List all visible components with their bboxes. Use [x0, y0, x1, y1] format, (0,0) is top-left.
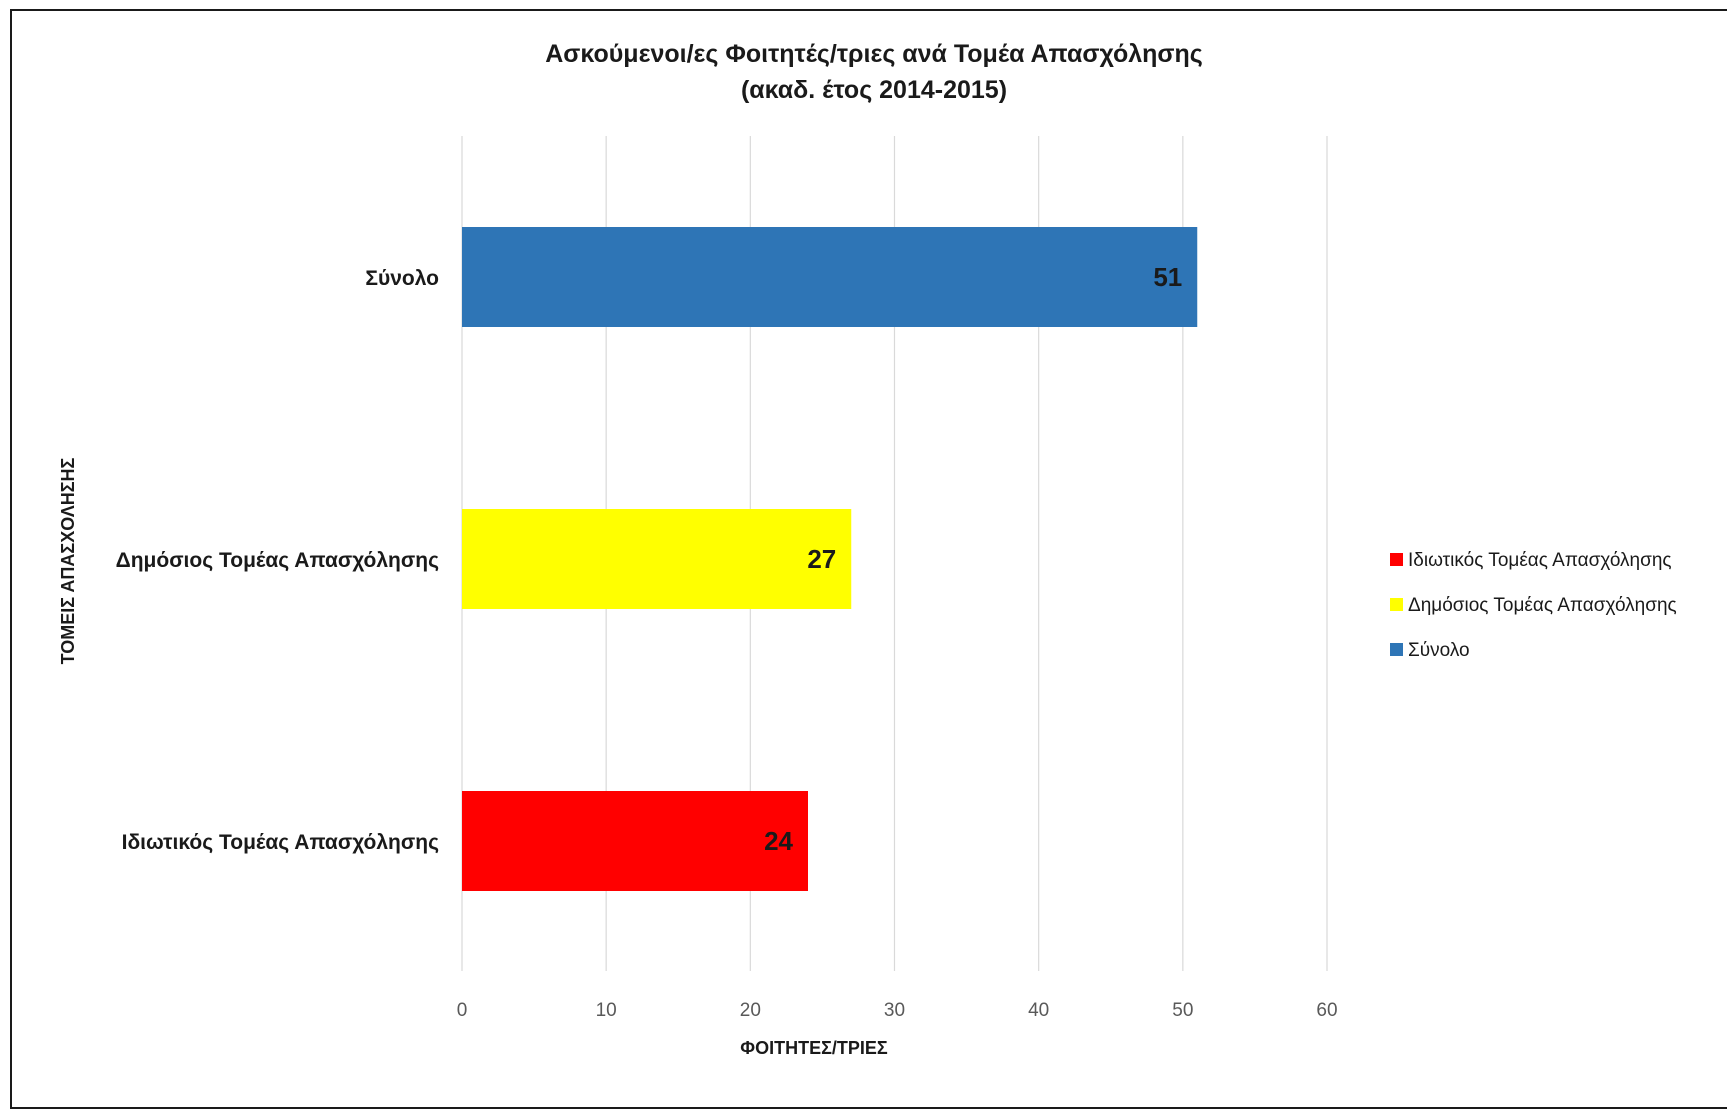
chart-title: Ασκούμενοι/ες Φοιτητές/τριες ανά Τομέα Α…	[545, 40, 1203, 68]
x-tick-label-0: 0	[457, 1000, 468, 1021]
legend-swatch-0	[1390, 553, 1403, 566]
data-labels: 51 27 24	[764, 262, 1182, 856]
legend-swatch-2	[1390, 643, 1403, 656]
x-tick-label-40: 40	[1028, 1000, 1049, 1021]
chart-subtitle: (ακαδ. έτος 2014-2015)	[741, 76, 1007, 104]
category-label-2: Ιδιωτικός Τομέας Απασχόλησης	[122, 831, 439, 854]
data-label-2: 24	[764, 826, 793, 856]
x-tick-label-10: 10	[596, 1000, 617, 1021]
chart-title-group: Ασκούμενοι/ες Φοιτητές/τριες ανά Τομέα Α…	[545, 40, 1203, 104]
data-label-0: 51	[1153, 262, 1182, 292]
x-tick-label-20: 20	[740, 1000, 761, 1021]
x-tick-label-60: 60	[1316, 1000, 1337, 1021]
x-axis-title: ΦΟΙΤΗΤΕΣ/ΤΡΙΕΣ	[740, 1038, 888, 1058]
legend-label-1: Δημόσιος Τομέας Απασχόλησης	[1408, 595, 1677, 616]
bars	[462, 227, 1198, 891]
x-tick-label-50: 50	[1172, 1000, 1193, 1021]
category-label-1: Δημόσιος Τομέας Απασχόλησης	[116, 549, 439, 572]
y-axis-title: ΤΟΜΕΙΣ ΑΠΑΣΧΟΛΗΣΗΣ	[58, 457, 78, 664]
category-labels: Σύνολο Δημόσιος Τομέας Απασχόλησης Ιδιωτικ…	[116, 267, 439, 854]
legend-label-2: Σύνολο	[1408, 640, 1470, 661]
chart-frame: Ασκούμενοι/ες Φοιτητές/τριες ανά Τομέα Α…	[10, 9, 1727, 1109]
legend: Ιδιωτικός Τομέας Απασχόλησης Δημόσιος Τομ…	[1390, 550, 1677, 661]
bar-2	[462, 791, 808, 891]
bar-0	[462, 227, 1198, 327]
chart-svg: Ασκούμενοι/ες Φοιτητές/τριες ανά Τομέα Α…	[58, 40, 1677, 1058]
x-tick-label-30: 30	[884, 1000, 905, 1021]
bar-1	[462, 509, 852, 609]
x-tick-labels: 0 10 20 30 40 50 60	[457, 1000, 1338, 1021]
legend-swatch-1	[1390, 598, 1403, 611]
data-label-1: 27	[807, 544, 836, 574]
legend-label-0: Ιδιωτικός Τομέας Απασχόλησης	[1408, 550, 1672, 571]
category-label-0: Σύνολο	[365, 267, 439, 290]
